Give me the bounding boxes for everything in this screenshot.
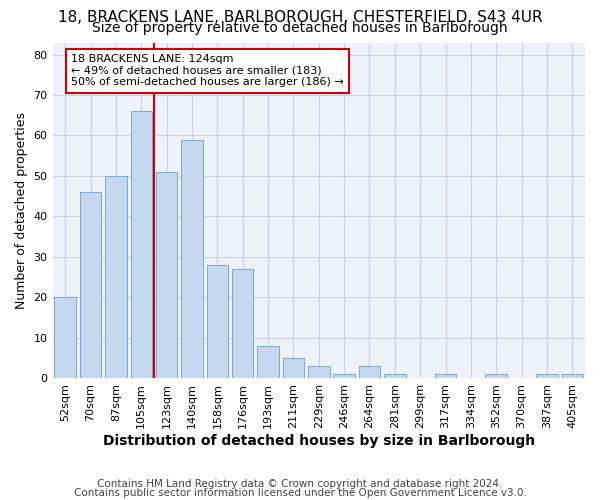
Bar: [131, 111, 152, 378]
Bar: [308, 366, 329, 378]
Text: Size of property relative to detached houses in Barlborough: Size of property relative to detached ho…: [92, 21, 508, 35]
Bar: [80, 192, 101, 378]
Bar: [562, 374, 583, 378]
Bar: [55, 297, 76, 378]
Bar: [435, 374, 457, 378]
Bar: [156, 172, 178, 378]
Bar: [283, 358, 304, 378]
Text: 18 BRACKENS LANE: 124sqm
← 49% of detached houses are smaller (183)
50% of semi-: 18 BRACKENS LANE: 124sqm ← 49% of detach…: [71, 54, 344, 88]
Bar: [181, 140, 203, 378]
X-axis label: Distribution of detached houses by size in Barlborough: Distribution of detached houses by size …: [103, 434, 535, 448]
Bar: [105, 176, 127, 378]
Bar: [384, 374, 406, 378]
Bar: [232, 269, 253, 378]
Bar: [206, 265, 228, 378]
Text: 18, BRACKENS LANE, BARLBOROUGH, CHESTERFIELD, S43 4UR: 18, BRACKENS LANE, BARLBOROUGH, CHESTERF…: [58, 10, 542, 25]
Bar: [257, 346, 279, 378]
Bar: [334, 374, 355, 378]
Y-axis label: Number of detached properties: Number of detached properties: [15, 112, 28, 308]
Bar: [359, 366, 380, 378]
Text: Contains public sector information licensed under the Open Government Licence v3: Contains public sector information licen…: [74, 488, 526, 498]
Bar: [536, 374, 558, 378]
Bar: [485, 374, 507, 378]
Text: Contains HM Land Registry data © Crown copyright and database right 2024.: Contains HM Land Registry data © Crown c…: [97, 479, 503, 489]
